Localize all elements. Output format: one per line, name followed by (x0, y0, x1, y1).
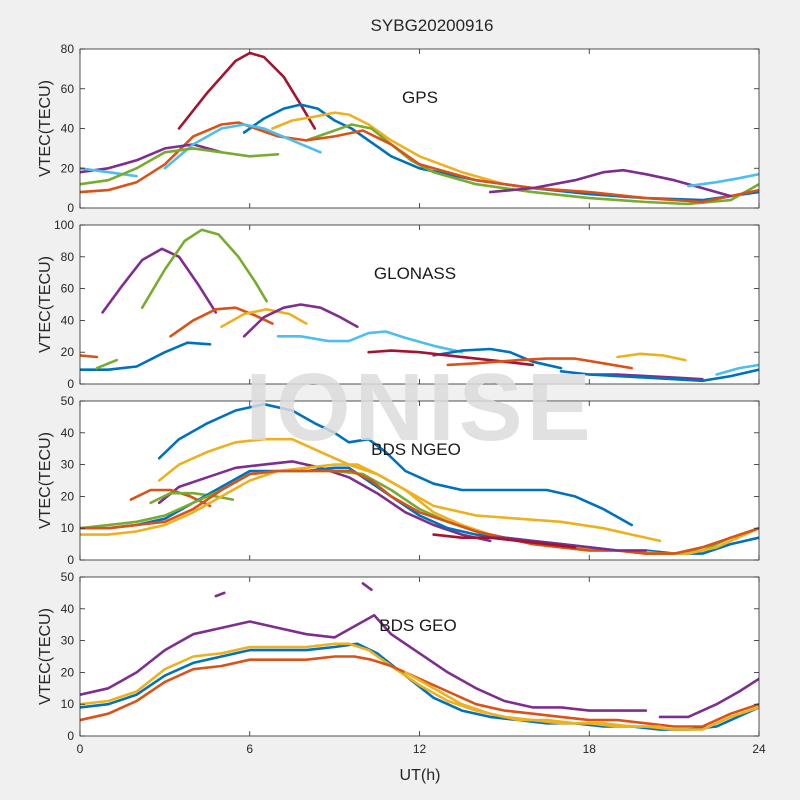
y-tick-label: 0 (67, 553, 74, 567)
series-line-0 (177, 51, 317, 130)
series-line-6 (80, 341, 212, 372)
x-tick-label: 18 (583, 742, 597, 756)
y-tick-label: 40 (61, 602, 75, 616)
y-tick-label: 50 (61, 394, 75, 408)
plot-area (80, 225, 759, 384)
y-axis-label: VTEC(TECU) (37, 80, 54, 177)
panel-2: 0 10 20 30 40 50 VTEC(TECU) BDS NGEO (37, 394, 760, 567)
x-tick-label: 24 (752, 742, 766, 756)
y-tick-label: 20 (61, 161, 75, 175)
series-line-5 (80, 143, 223, 174)
panel-1: 0 20 40 60 80 100 VTEC(TECU) GLONASS (37, 218, 760, 391)
y-tick-label: 10 (61, 521, 75, 535)
series-line-4 (242, 303, 359, 338)
y-tick-label: 20 (61, 489, 75, 503)
series-line-3 (304, 123, 759, 206)
series-group (80, 51, 759, 206)
series-line-7 (163, 123, 322, 170)
panel-3: 0 10 20 30 40 50 0 6 12 18 24 VTEC(TECU) BDS GEO (37, 570, 766, 756)
series-line-0 (157, 402, 634, 527)
y-tick-label: 80 (61, 250, 75, 264)
plot-area (80, 49, 759, 208)
series-line-1 (140, 228, 269, 310)
series-line-8 (80, 469, 759, 555)
plot-area (80, 577, 759, 736)
series-line-7 (432, 347, 563, 370)
series-line-10 (616, 352, 687, 362)
y-tick-label: 100 (54, 218, 74, 232)
y-tick-label: 50 (61, 570, 75, 584)
series-line-7 (404, 671, 662, 728)
series-line-9 (686, 172, 759, 188)
y-axis-label: VTEC(TECU) (37, 256, 54, 353)
y-tick-label: 30 (61, 458, 75, 472)
panel-label: GLONASS (374, 264, 456, 283)
series-group (80, 228, 759, 383)
series-line-3 (658, 677, 759, 719)
series-line-5 (276, 330, 464, 354)
series-line-9 (474, 536, 648, 552)
series-line-14 (80, 354, 99, 359)
series-line-1 (214, 591, 226, 598)
series-line-3 (220, 307, 308, 329)
panel-label: BDS GEO (379, 616, 456, 635)
y-tick-label: 0 (67, 377, 74, 391)
y-tick-label: 30 (61, 634, 75, 648)
y-axis-label: VTEC(TECU) (37, 608, 54, 705)
series-line-2 (169, 306, 274, 338)
series-line-10 (432, 533, 577, 549)
series-line-2 (157, 460, 492, 543)
y-tick-label: 20 (61, 665, 75, 679)
y-tick-label: 40 (61, 426, 75, 440)
series-line-0 (101, 247, 218, 314)
series-line-4 (80, 642, 759, 731)
series-group (80, 582, 759, 731)
series-line-13 (715, 363, 759, 376)
panel-label: BDS NGEO (371, 440, 461, 459)
y-tick-label: 0 (67, 729, 74, 743)
panel-label: GPS (402, 88, 438, 107)
y-axis-label: VTEC(TECU) (37, 432, 54, 529)
y-tick-label: 60 (61, 282, 75, 296)
series-line-15 (95, 358, 119, 370)
y-tick-label: 60 (61, 82, 75, 96)
y-tick-label: 40 (61, 313, 75, 327)
series-line-2 (271, 111, 506, 186)
y-tick-label: 40 (61, 122, 75, 136)
y-tick-label: 20 (61, 345, 75, 359)
series-line-10 (80, 147, 280, 186)
x-tick-label: 6 (246, 742, 253, 756)
x-tick-label: 12 (413, 742, 427, 756)
panel-0: 0 20 40 60 80 VTEC(TECU) GPS (37, 42, 760, 215)
y-tick-label: 10 (61, 697, 75, 711)
watermark: IONISE (245, 354, 594, 461)
x-tick-label: 0 (77, 742, 84, 756)
series-line-8 (80, 167, 138, 178)
y-tick-label: 80 (61, 42, 75, 56)
figure-title: SYBG20200916 (371, 16, 494, 35)
plot-area (80, 401, 759, 560)
x-axis-label: UT(h) (400, 767, 441, 784)
series-line-4 (80, 121, 759, 204)
series-line-2 (361, 582, 373, 592)
series-group (80, 402, 759, 555)
series-line-12 (559, 368, 759, 383)
series-line-9 (446, 357, 634, 370)
y-tick-label: 0 (67, 201, 74, 215)
series-line-0 (80, 613, 648, 712)
